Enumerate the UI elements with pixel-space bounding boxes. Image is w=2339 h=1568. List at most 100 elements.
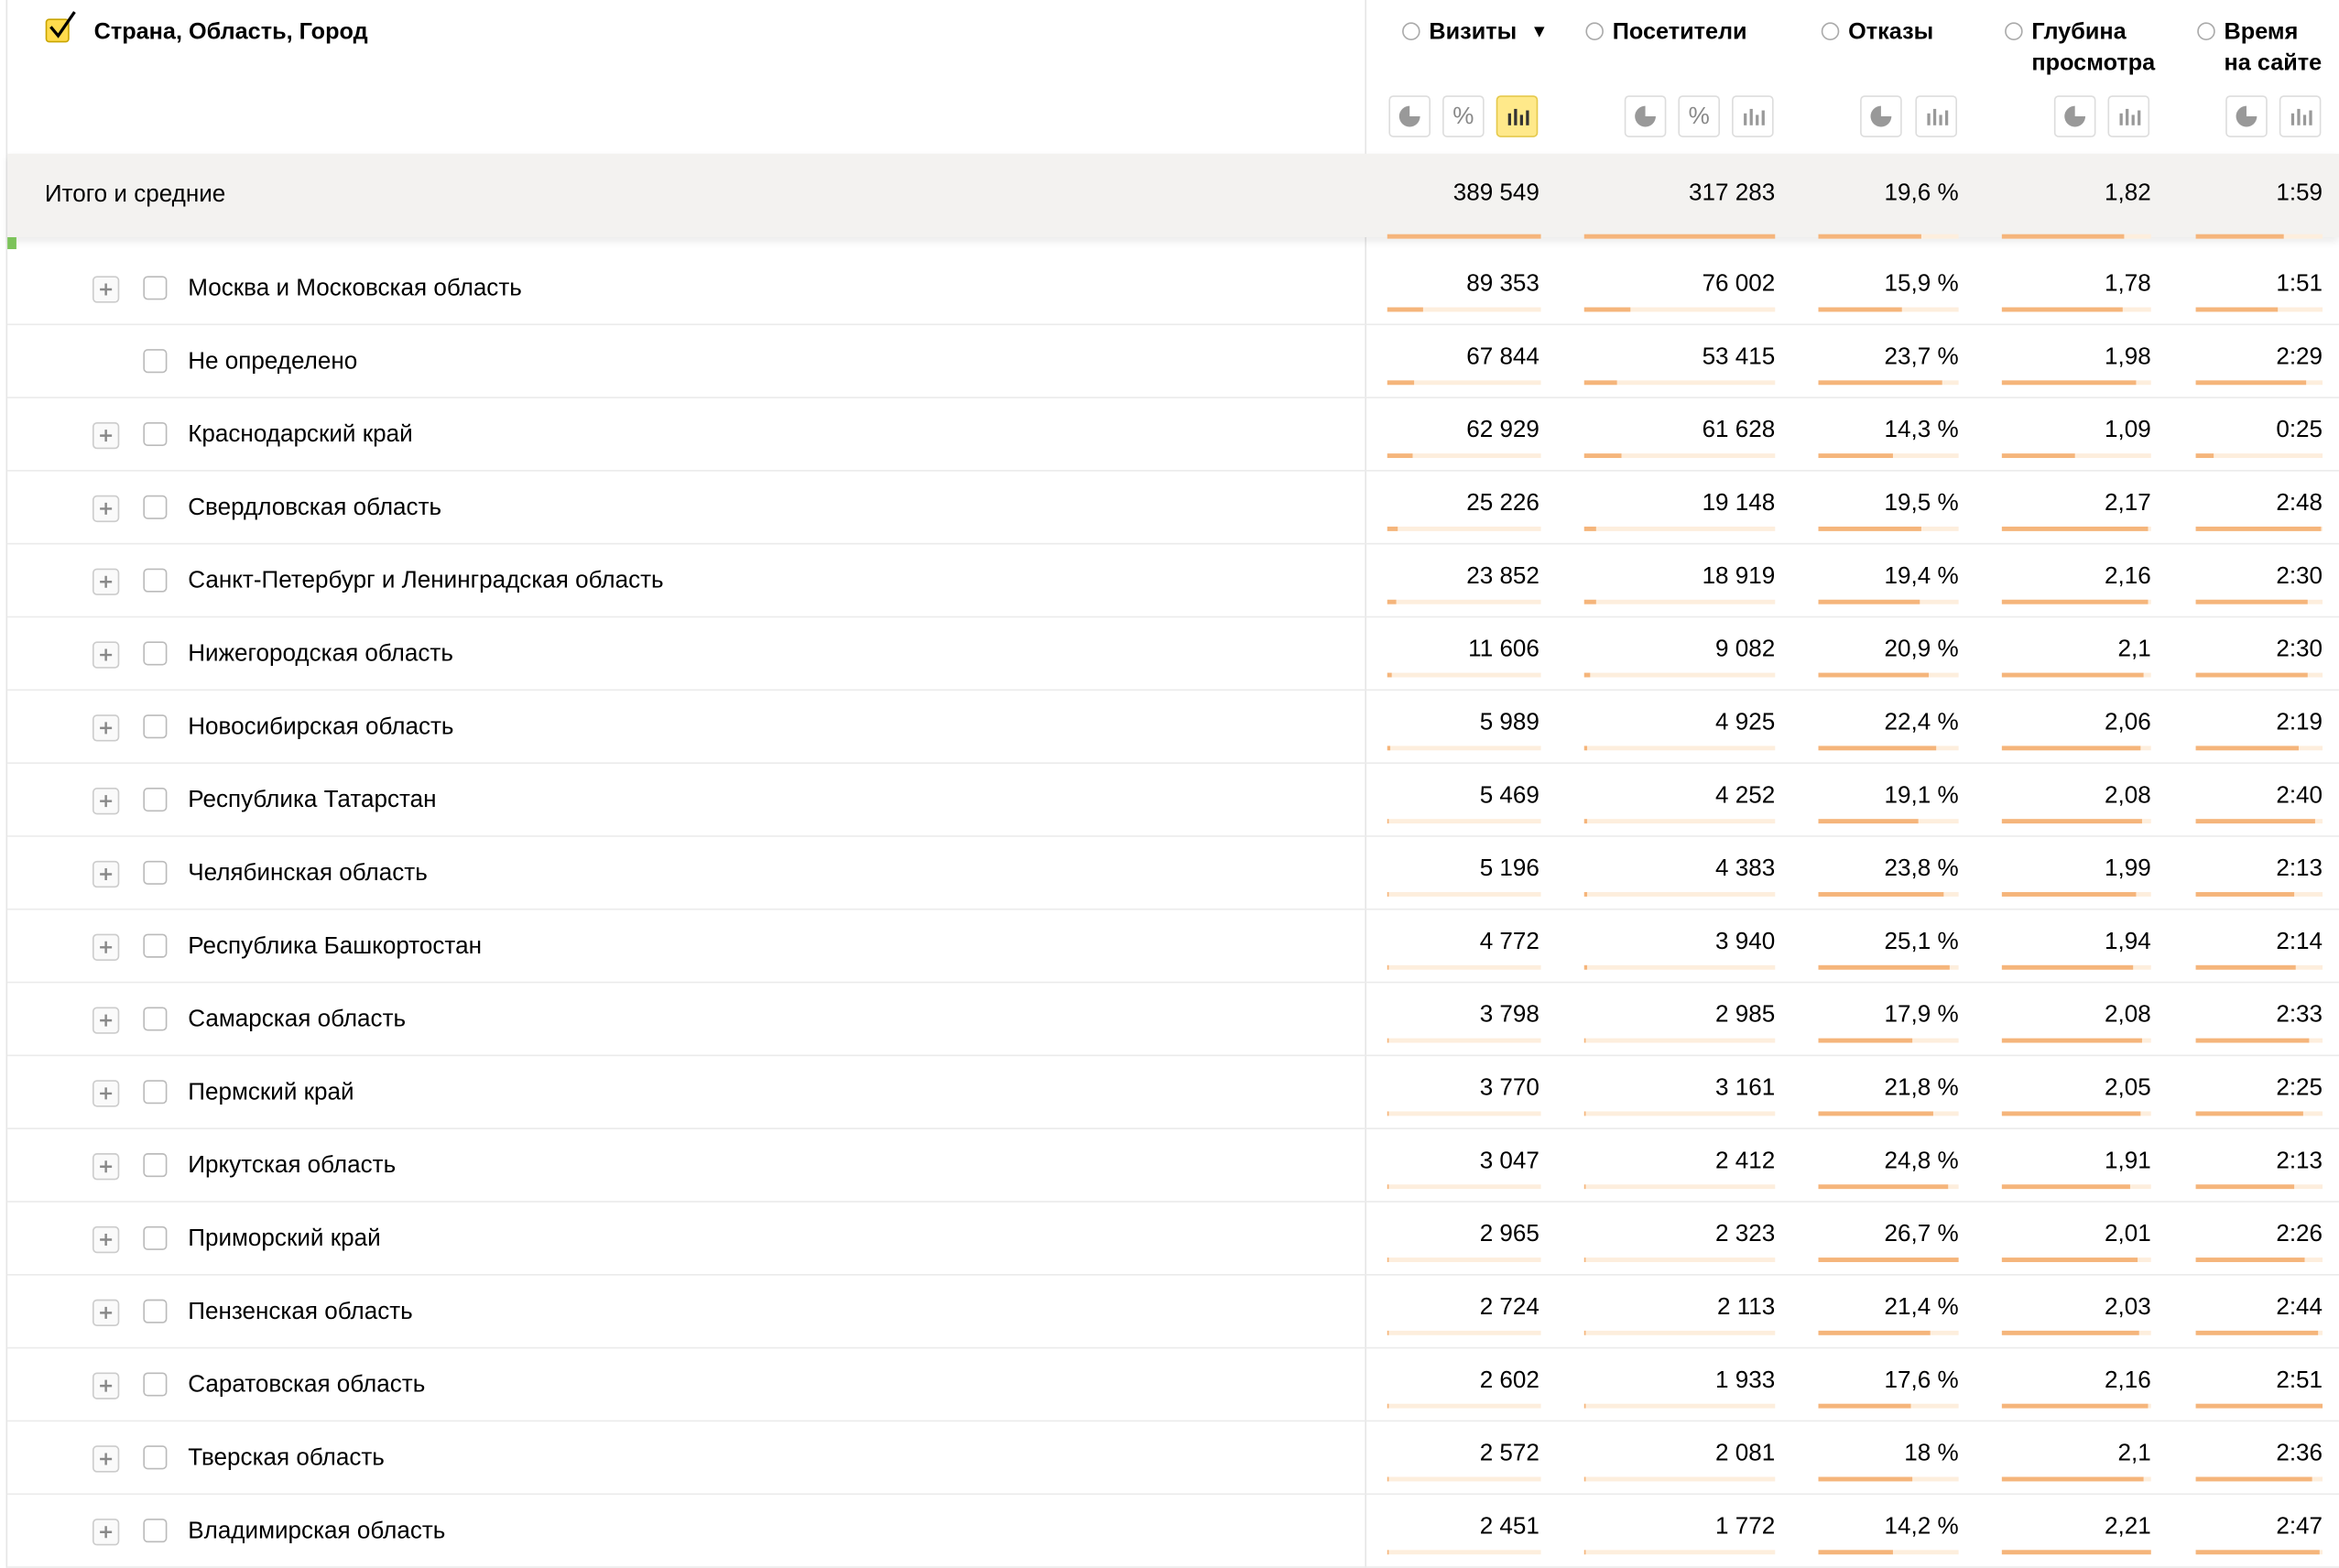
bar xyxy=(2195,307,2279,312)
chart-toggle-button[interactable] xyxy=(2107,95,2150,137)
row-label: Новосибирская область xyxy=(188,714,454,740)
bar-track xyxy=(1583,1184,1776,1190)
column-header[interactable]: Глубина xyxy=(2031,19,2127,45)
chart-toggle-button[interactable] xyxy=(1732,95,1774,137)
row-checkbox[interactable] xyxy=(143,421,168,447)
row-checkbox[interactable] xyxy=(143,349,168,374)
totals-row-bg xyxy=(7,153,2339,237)
cell-value: 2:30 xyxy=(2276,637,2323,663)
expand-button[interactable] xyxy=(92,860,120,888)
chart-toggle-button[interactable] xyxy=(1496,95,1539,137)
row-checkbox[interactable] xyxy=(143,1225,168,1250)
expand-button[interactable] xyxy=(92,1153,120,1181)
row-checkbox[interactable] xyxy=(143,1445,168,1470)
cell-value: 2,01 xyxy=(2105,1221,2151,1247)
column-header[interactable]: просмотра xyxy=(2031,50,2156,77)
column-header[interactable]: Визиты xyxy=(1429,19,1518,45)
cell-value: 20,9 % xyxy=(1884,637,1959,663)
expand-button[interactable] xyxy=(92,641,120,669)
chart-toggle-button[interactable] xyxy=(1915,95,1957,137)
expand-button[interactable] xyxy=(92,1299,120,1327)
row-label: Пензенская область xyxy=(188,1299,413,1325)
chart-toggle-button[interactable]: % xyxy=(1442,95,1485,137)
bar xyxy=(1818,1111,1933,1116)
bar-track xyxy=(1387,526,1541,531)
row-checkbox[interactable] xyxy=(143,714,168,739)
row-checkbox[interactable] xyxy=(143,1153,168,1178)
expand-button[interactable] xyxy=(92,568,120,595)
cell-value: 2 724 xyxy=(1479,1294,1539,1321)
row-checkbox[interactable] xyxy=(143,788,168,812)
cell-value: 76 002 xyxy=(1702,271,1776,298)
cell-value: 4 925 xyxy=(1715,710,1776,735)
bar xyxy=(1387,1258,1389,1262)
expand-button[interactable] xyxy=(92,421,120,450)
bar xyxy=(2195,1258,2304,1262)
bar xyxy=(2001,1550,2151,1555)
cell-value: 2,1 xyxy=(2117,637,2151,663)
expand-button[interactable] xyxy=(92,495,120,523)
chart-toggle-button[interactable] xyxy=(1860,95,1902,137)
cell-value: 2:36 xyxy=(2276,1441,2323,1467)
chart-toggle-button[interactable] xyxy=(1624,95,1667,137)
expand-button[interactable] xyxy=(92,1445,120,1473)
bar xyxy=(1387,307,1423,312)
bar xyxy=(2195,599,2308,604)
bar xyxy=(1818,819,1920,824)
expand-button[interactable] xyxy=(92,1372,120,1399)
cell-value: 18 % xyxy=(1904,1441,1959,1467)
expand-button[interactable] xyxy=(92,714,120,742)
select-all-checkbox[interactable] xyxy=(45,10,78,43)
column-header[interactable]: Отказы xyxy=(1848,19,1934,45)
help-icon xyxy=(1821,22,1840,40)
bar xyxy=(2001,234,2125,239)
row-checkbox[interactable] xyxy=(143,860,168,885)
expand-button[interactable] xyxy=(92,1080,120,1107)
expand-button[interactable] xyxy=(92,1225,120,1254)
row-checkbox[interactable] xyxy=(143,1299,168,1323)
row-label: Самарская область xyxy=(188,1007,407,1033)
row-divider xyxy=(7,689,2339,691)
row-checkbox[interactable] xyxy=(143,1080,168,1105)
row-checkbox[interactable] xyxy=(143,1007,168,1031)
row-checkbox[interactable] xyxy=(143,568,168,593)
bar-track xyxy=(1387,599,1541,604)
chart-toggle-button[interactable] xyxy=(1388,95,1431,137)
row-checkbox[interactable] xyxy=(143,1519,168,1543)
cell-value: 2:30 xyxy=(2276,563,2323,590)
row-checkbox[interactable] xyxy=(143,1372,168,1397)
cell-value: 21,4 % xyxy=(1884,1294,1959,1321)
expand-button[interactable] xyxy=(92,1519,120,1546)
cell-value: 2:13 xyxy=(2276,1149,2323,1174)
column-header[interactable]: Время xyxy=(2224,19,2299,45)
help-icon xyxy=(2197,22,2215,40)
cell-value: 1:59 xyxy=(2276,180,2323,206)
row-divider xyxy=(7,981,2339,984)
row-checkbox[interactable] xyxy=(143,933,168,958)
bar-track xyxy=(1583,1550,1776,1555)
cell-value: 3 940 xyxy=(1715,929,1776,955)
row-label: Нижегородская область xyxy=(188,641,453,668)
expand-button[interactable] xyxy=(92,276,120,303)
expand-button[interactable] xyxy=(92,788,120,815)
bar xyxy=(1818,964,1951,970)
bar xyxy=(2001,1258,2138,1262)
bar xyxy=(1387,234,1541,239)
chart-toggle-button[interactable] xyxy=(2225,95,2268,137)
chart-toggle-button[interactable] xyxy=(2053,95,2096,137)
column-header[interactable]: на сайте xyxy=(2224,50,2323,77)
row-checkbox[interactable] xyxy=(143,495,168,519)
cell-value: 2:14 xyxy=(2276,929,2323,955)
row-checkbox[interactable] xyxy=(143,276,168,300)
chart-toggle-button[interactable]: % xyxy=(1678,95,1721,137)
expand-button[interactable] xyxy=(92,1007,120,1034)
cell-value: 3 770 xyxy=(1479,1075,1539,1102)
expand-button[interactable] xyxy=(92,933,120,961)
cell-value: 15,9 % xyxy=(1884,271,1959,298)
row-divider xyxy=(7,1346,2339,1349)
column-header[interactable]: Посетители xyxy=(1612,19,1747,45)
chart-toggle-button[interactable] xyxy=(2279,95,2322,137)
row-checkbox[interactable] xyxy=(143,641,168,666)
row-label: Челябинская область xyxy=(188,860,428,887)
bar-track xyxy=(2195,453,2323,459)
